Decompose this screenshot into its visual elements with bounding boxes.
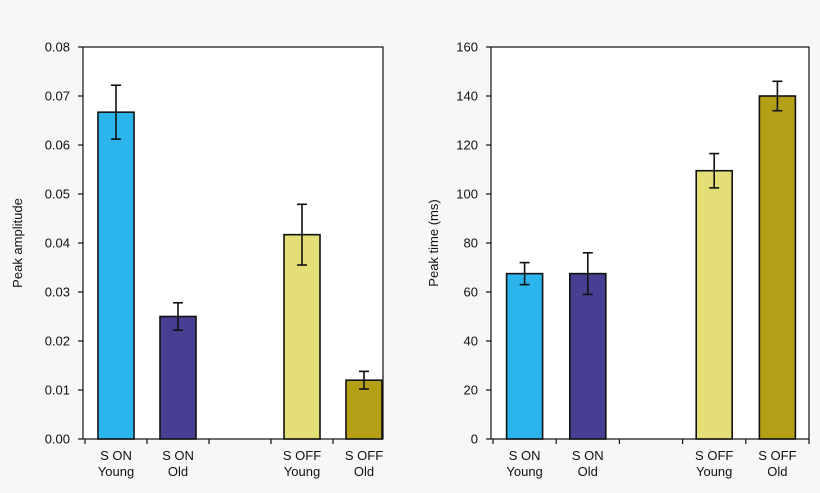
- x-tick-label: Old: [767, 464, 787, 479]
- plot-area: [490, 46, 810, 440]
- y-tick-label: 0: [471, 432, 478, 447]
- x-tick-label: S OFF: [758, 448, 796, 463]
- x-tick-label: S ON: [100, 448, 132, 463]
- y-tick-label: 0.06: [45, 138, 70, 153]
- y-tick-label: 0.00: [45, 432, 70, 447]
- x-tick-label: S ON: [572, 448, 604, 463]
- y-tick-label: 100: [456, 187, 478, 202]
- y-tick-label: 0.02: [45, 334, 70, 349]
- x-tick-label: Young: [696, 464, 732, 479]
- x-tick-label: S OFF: [283, 448, 321, 463]
- y-tick-label: 20: [464, 383, 478, 398]
- bar: [283, 233, 321, 440]
- y-tick-label: 0.08: [45, 40, 70, 55]
- x-tick-label: Old: [354, 464, 374, 479]
- x-tick-label: S OFF: [345, 448, 383, 463]
- x-tick-label: Young: [284, 464, 320, 479]
- bar: [505, 272, 544, 440]
- bar: [159, 315, 197, 440]
- x-tick-label: Old: [168, 464, 188, 479]
- y-tick-label: 140: [456, 89, 478, 104]
- x-tick-label: S OFF: [695, 448, 733, 463]
- y-tick-label: 0.07: [45, 89, 70, 104]
- y-axis-label: Peak time (ms): [426, 199, 441, 286]
- bar: [695, 169, 734, 440]
- y-tick-label: 160: [456, 40, 478, 55]
- y-tick-label: 60: [464, 285, 478, 300]
- x-tick-label: S ON: [509, 448, 541, 463]
- x-tick-label: Old: [578, 464, 598, 479]
- y-tick-label: 80: [464, 236, 478, 251]
- bar: [568, 272, 607, 440]
- y-tick-label: 40: [464, 334, 478, 349]
- y-tick-label: 0.04: [45, 236, 70, 251]
- x-tick-label: S ON: [162, 448, 194, 463]
- bar: [97, 111, 135, 440]
- y-tick-label: 0.01: [45, 383, 70, 398]
- y-axis-label: Peak amplitude: [10, 198, 25, 288]
- y-tick-label: 120: [456, 138, 478, 153]
- bar: [345, 379, 383, 440]
- x-tick-label: Young: [98, 464, 134, 479]
- chart-panel-1: 0.00 0.01 0.02 0.03 0.04 0.05 0.06 0.07 0.08 Peak…: [10, 40, 384, 479]
- y-tick-label: 0.03: [45, 285, 70, 300]
- y-tick-label: 0.05: [45, 187, 70, 202]
- bar: [758, 95, 797, 440]
- x-tick-label: Young: [506, 464, 542, 479]
